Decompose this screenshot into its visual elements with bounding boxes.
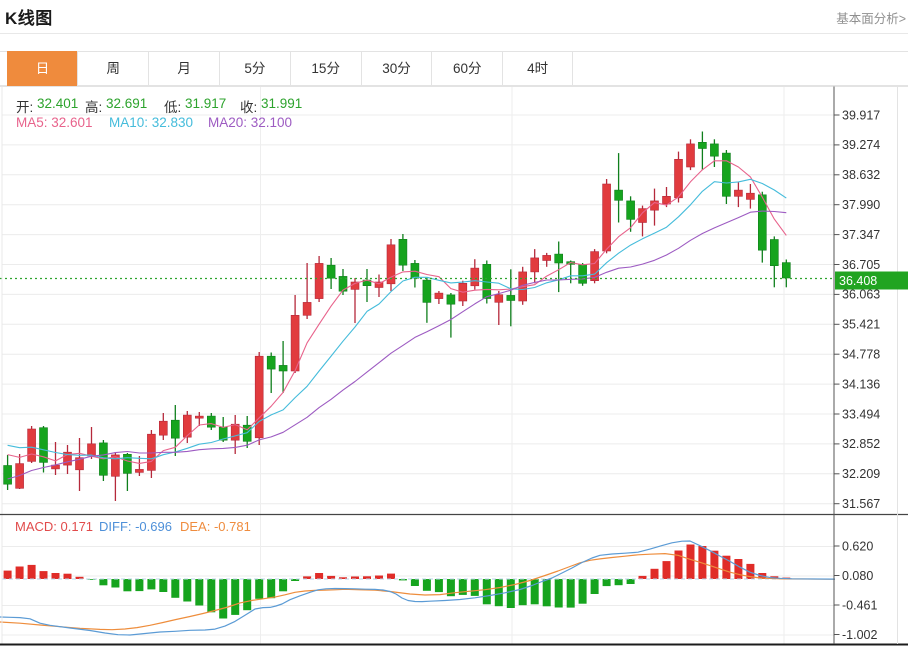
svg-text:32.852: 32.852 <box>842 437 880 451</box>
svg-text:37.990: 37.990 <box>842 198 880 212</box>
svg-text:39.274: 39.274 <box>842 138 880 152</box>
svg-text:0.620: 0.620 <box>842 539 873 553</box>
svg-text:37.347: 37.347 <box>842 228 880 242</box>
svg-text:-1.002: -1.002 <box>842 628 877 642</box>
svg-text:35.421: 35.421 <box>842 318 880 332</box>
svg-text:33.494: 33.494 <box>842 407 880 421</box>
svg-text:38.632: 38.632 <box>842 168 880 182</box>
svg-text:36.408: 36.408 <box>839 274 877 288</box>
svg-text:34.136: 34.136 <box>842 377 880 391</box>
svg-text:34.778: 34.778 <box>842 348 880 362</box>
svg-text:36.063: 36.063 <box>842 288 880 302</box>
svg-text:36.705: 36.705 <box>842 258 880 272</box>
svg-text:39.917: 39.917 <box>842 108 880 122</box>
svg-text:-0.461: -0.461 <box>842 598 877 612</box>
svg-text:31.567: 31.567 <box>842 497 880 511</box>
svg-text:0.080: 0.080 <box>842 569 873 583</box>
svg-text:32.209: 32.209 <box>842 467 880 481</box>
